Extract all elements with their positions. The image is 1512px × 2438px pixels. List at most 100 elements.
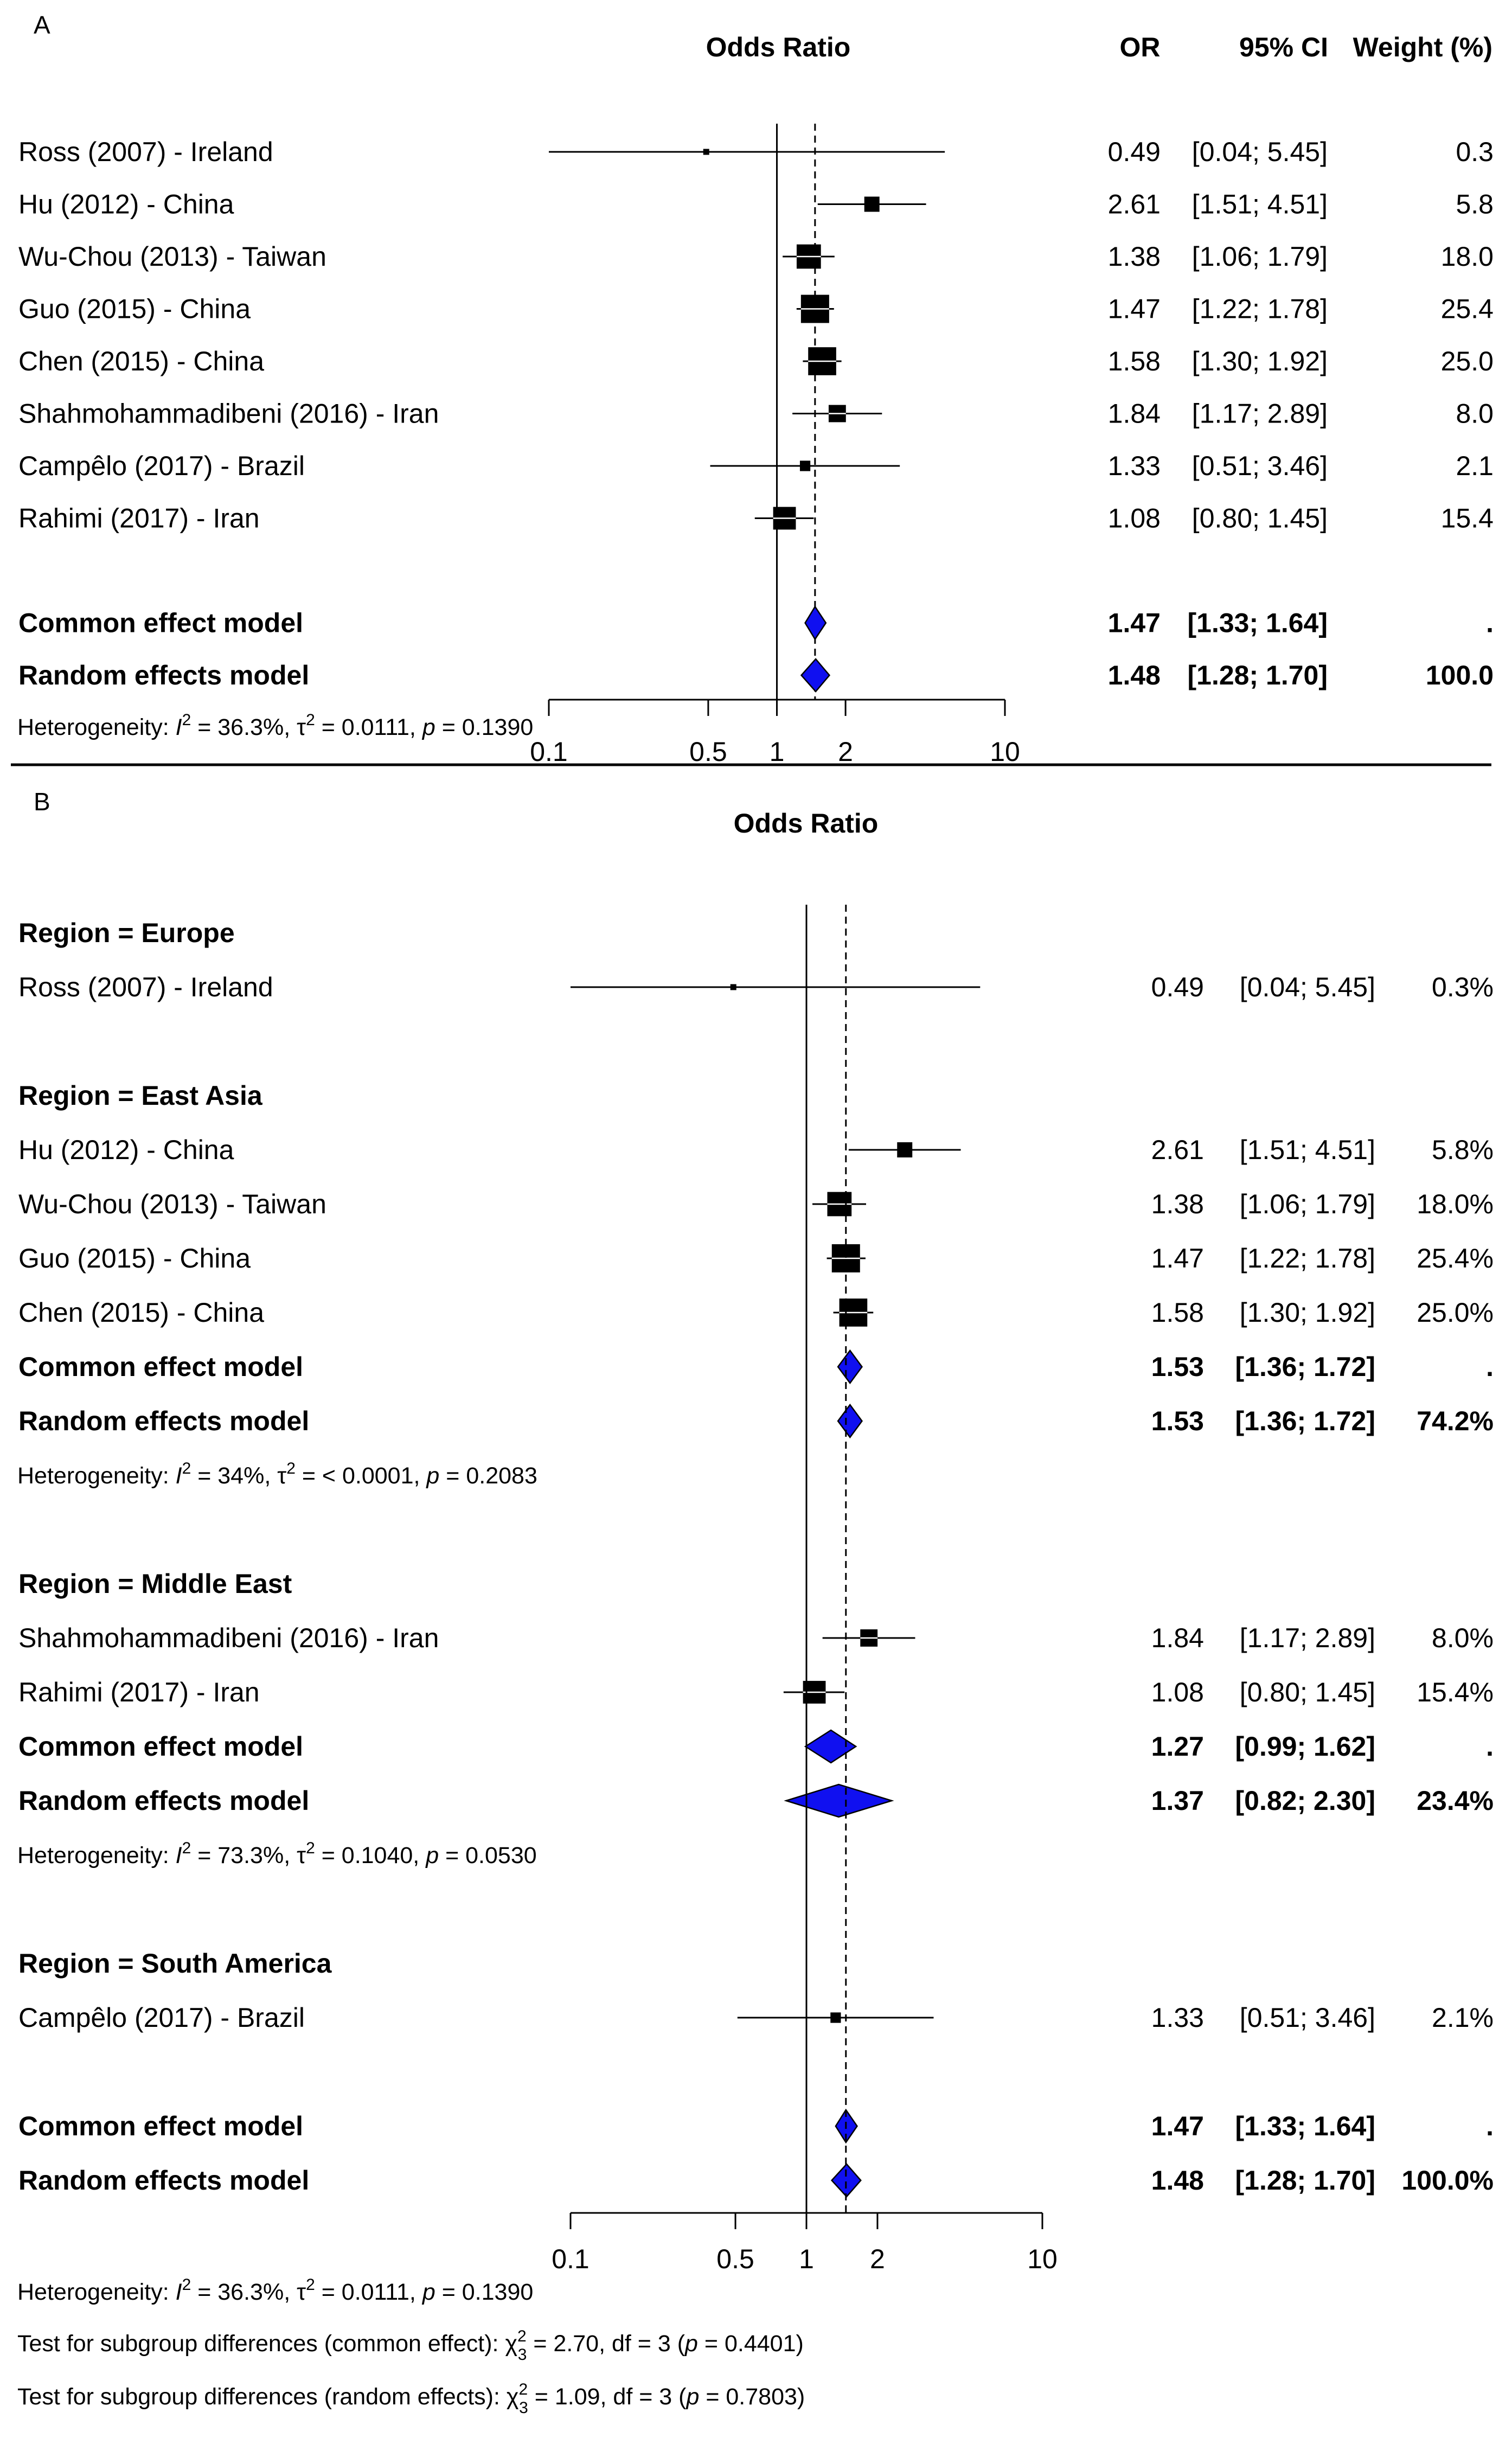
model-or: 1.48 — [1151, 2165, 1204, 2196]
study-label: Chen (2015) - China — [18, 346, 264, 376]
model-weight: 74.2% — [1417, 1406, 1494, 1436]
panel-a-study-row: Shahmohammadibeni (2016) - Iran 1.84 [1.17… — [18, 399, 1494, 429]
model-weight: 100.0 — [1426, 660, 1494, 690]
panel-b-study-marker — [822, 1629, 915, 1647]
panel-b-study-marker — [783, 1681, 845, 1704]
subgroup-title: Region = South America — [18, 1948, 332, 1979]
study-weight: 15.4% — [1417, 1677, 1494, 1707]
panel-b-study-row: Campêlo (2017) - Brazil 1.33 [0.51; 3.46] 2… — [18, 2002, 1494, 2033]
panel-a: A Odds Ratio OR 95% CI Weight (%) 0.1 0.5… — [17, 11, 1494, 767]
study-weight-square — [730, 984, 736, 990]
panel-b-subgroup-heterogeneity: Heterogeneity: I2 = 73.3%, τ2 = 0.1040, … — [17, 1839, 537, 1869]
study-label: Shahmohammadibeni (2016) - Iran — [18, 399, 439, 429]
panel-a-pooled-diamond — [804, 605, 827, 641]
model-ci: [1.28; 1.70] — [1188, 660, 1328, 690]
study-ci: [0.04; 5.45] — [1240, 972, 1375, 1002]
panel-a-study-row: Wu-Chou (2013) - Taiwan 1.38 [1.06; 1.79] 1… — [18, 241, 1494, 272]
panel-b-subgroup-test: Test for subgroup differences (common ef… — [17, 2327, 804, 2364]
study-label: Chen (2015) - China — [18, 1297, 264, 1328]
panel-b-study-marker — [833, 1298, 874, 1327]
panel-a-study-marker — [783, 244, 835, 269]
panel-b-pooled-diamond — [837, 1349, 863, 1385]
study-or: 1.84 — [1108, 399, 1161, 429]
model-ci: [1.33; 1.64] — [1188, 608, 1328, 638]
study-ci: [1.30; 1.92] — [1192, 346, 1328, 376]
study-label: Hu (2012) - China — [18, 1135, 234, 1165]
study-weight: 2.1 — [1456, 451, 1494, 481]
axis-tick-label: 10 — [990, 737, 1020, 767]
panel-a-study-row: Hu (2012) - China 2.61 [1.51; 4.51] 5.8 — [18, 189, 1494, 220]
panel-b-plot-header: Odds Ratio — [734, 808, 879, 839]
study-or: 0.49 — [1151, 972, 1204, 1002]
model-weight: . — [1486, 2111, 1494, 2141]
study-or: 1.84 — [1151, 1623, 1204, 1653]
panel-b-overall-heterogeneity: Heterogeneity: I2 = 36.3%, τ2 = 0.0111, … — [17, 2276, 533, 2305]
panel-b-study-row: Chen (2015) - China 1.58 [1.30; 1.92] 25.0% — [18, 1297, 1494, 1328]
panel-b-study-marker — [848, 1142, 961, 1157]
study-weight: 15.4 — [1441, 503, 1494, 534]
study-weight: 8.0% — [1432, 1623, 1494, 1653]
panel-b-subgroup: Region = South America Campêlo (2017) - B… — [18, 1948, 1494, 2033]
panel-a-ci-header: 95% CI — [1239, 32, 1328, 62]
panel-a-study-row: Ross (2007) - Ireland 0.49 [0.04; 5.45] 0.3 — [18, 137, 1494, 167]
panel-b: B Odds Ratio 0.1 0.5 1 2 10 Region = EuropeR… — [17, 788, 1494, 2417]
study-or: 1.38 — [1151, 1189, 1204, 1219]
panel-a-study-marker — [792, 405, 882, 423]
study-label: Rahimi (2017) - Iran — [18, 1677, 260, 1707]
study-label: Guo (2015) - China — [18, 294, 251, 324]
study-weight: 2.1% — [1432, 2002, 1494, 2033]
study-ci: [0.80; 1.45] — [1240, 1677, 1375, 1707]
panel-b-overall-pooled-diamond — [830, 2163, 862, 2198]
model-weight: 100.0% — [1401, 2165, 1494, 2196]
study-ci: [1.06; 1.79] — [1192, 241, 1328, 272]
study-ci: [1.51; 4.51] — [1192, 189, 1328, 220]
panel-a-model-row: Random effects model 1.48 [1.28; 1.70] 100.… — [18, 660, 1494, 690]
study-label: Hu (2012) - China — [18, 189, 234, 220]
panel-b-study-row: Hu (2012) - China 2.61 [1.51; 4.51] 5.8% — [18, 1135, 1494, 1165]
study-weight: 5.8 — [1456, 189, 1494, 220]
study-weight: 0.3 — [1456, 137, 1494, 167]
panel-a-study-marker — [817, 196, 926, 212]
panel-a-study-row: Guo (2015) - China 1.47 [1.22; 1.78] 25.4 — [18, 294, 1494, 324]
axis-tick-label: 1 — [799, 2244, 814, 2274]
panel-a-rows: Ross (2007) - Ireland 0.49 [0.04; 5.45] 0.3… — [17, 137, 1494, 740]
model-or: 1.47 — [1108, 608, 1161, 638]
panel-b-study-row: Wu-Chou (2013) - Taiwan 1.38 [1.06; 1.79] 1… — [18, 1189, 1494, 1219]
model-label: Common effect model — [18, 1352, 303, 1382]
study-or: 1.33 — [1108, 451, 1161, 481]
study-ci: [0.51; 3.46] — [1240, 2002, 1375, 2033]
panel-b-pooled-diamond — [804, 1729, 857, 1764]
subgroup-title: Region = Europe — [18, 918, 235, 948]
model-or: 1.27 — [1151, 1731, 1204, 1762]
model-label: Common effect model — [18, 608, 303, 638]
study-label: Rahimi (2017) - Iran — [18, 503, 260, 534]
panel-b-overall-model-row: Random effects model 1.48 [1.28; 1.70] 100.… — [18, 2165, 1494, 2196]
panel-b-subgroup-heterogeneity: Heterogeneity: I2 = 34%, τ2 = < 0.0001, … — [17, 1460, 537, 1489]
study-ci: [1.17; 2.89] — [1192, 399, 1328, 429]
axis-tick-label: 0.1 — [552, 2244, 590, 2274]
model-ci: [0.99; 1.62] — [1235, 1731, 1375, 1762]
panel-a-study-row: Chen (2015) - China 1.58 [1.30; 1.92] 25.0 — [18, 346, 1494, 376]
study-weight: 5.8% — [1432, 1135, 1494, 1165]
study-ci: [1.22; 1.78] — [1192, 294, 1328, 324]
study-label: Guo (2015) - China — [18, 1243, 251, 1274]
study-or: 1.08 — [1151, 1677, 1204, 1707]
model-weight: . — [1486, 608, 1494, 638]
panel-a-study-marker — [710, 460, 900, 471]
panel-b-model-row: Common effect model 1.53 [1.36; 1.72]. — [18, 1352, 1494, 1382]
panel-b-study-marker — [737, 2012, 934, 2023]
study-or: 1.47 — [1108, 294, 1161, 324]
study-weight: 25.0 — [1441, 346, 1494, 376]
subgroup-title: Region = East Asia — [18, 1080, 263, 1111]
model-or: 1.47 — [1151, 2111, 1204, 2141]
panel-b-model-row: Random effects model 1.53 [1.36; 1.72] 74.2… — [18, 1406, 1494, 1436]
panel-b-study-row: Ross (2007) - Ireland 0.49 [0.04; 5.45] 0.3… — [18, 972, 1494, 1002]
model-label: Random effects model — [18, 2165, 309, 2196]
panel-a-model-row: Common effect model 1.47 [1.33; 1.64]. — [18, 608, 1494, 638]
panel-b-pooled-diamond — [837, 1403, 863, 1439]
panel-a-pooled-diamond — [800, 658, 831, 693]
axis-tick-label: 0.5 — [716, 2244, 754, 2274]
study-weight: 18.0 — [1441, 241, 1494, 272]
panel-b-study-row: Rahimi (2017) - Iran 1.08 [0.80; 1.45] 15.4… — [18, 1677, 1494, 1707]
